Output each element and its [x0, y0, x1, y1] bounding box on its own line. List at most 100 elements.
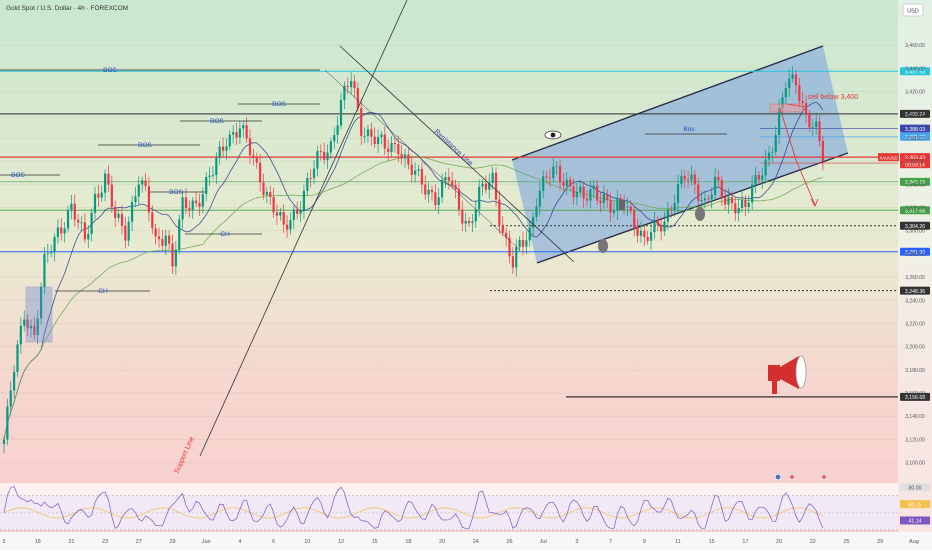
- ascending-channel[interactable]: [511, 45, 849, 264]
- candle-body: [43, 254, 46, 287]
- y-tick-label: 3,240.00: [905, 298, 925, 304]
- time-axis[interactable]: 5 18 21 23 27 29 Jun 4 6 10 12 15 18 20 24 26 Jul 3 7 9 11 15…: [0, 532, 932, 550]
- structure-label: BOS: [272, 101, 286, 108]
- structure-mark-1[interactable]: BOS: [238, 100, 320, 108]
- candle-111: [376, 129, 380, 153]
- candle-132: [447, 168, 450, 190]
- candle-190: [643, 225, 646, 247]
- candle-45: [154, 223, 157, 245]
- candle-body: [285, 224, 289, 230]
- candle-body: [660, 224, 663, 232]
- candle-body: [6, 406, 9, 440]
- x-tick-label: 20: [776, 539, 782, 545]
- rsi-tag-0[interactable]: 80.00: [900, 483, 930, 491]
- price-tag-1[interactable]: 3,400.74: [900, 109, 930, 118]
- structure-mark-3[interactable]: BOS: [98, 141, 200, 149]
- candle-body: [663, 221, 666, 232]
- candle-body: [225, 146, 228, 151]
- candle-75: [255, 152, 258, 169]
- candle-body: [269, 192, 272, 198]
- channel-upper-line[interactable]: [511, 45, 824, 161]
- structure-mark-6[interactable]: CH: [185, 230, 262, 238]
- candle-206: [697, 177, 700, 206]
- resistance-trendline[interactable]: [339, 45, 575, 263]
- price-tag-8[interactable]: 3,304.26: [900, 221, 930, 230]
- candle-body: [592, 185, 595, 190]
- structure-mark-5[interactable]: BOS: [150, 188, 205, 196]
- candle-body: [50, 252, 53, 254]
- structure-mark-7[interactable]: CH: [55, 287, 150, 295]
- candle-body: [612, 210, 616, 213]
- candle-body: [400, 154, 403, 159]
- candle-115: [390, 136, 393, 157]
- candle-48: [164, 229, 167, 256]
- candle-54: [184, 188, 188, 215]
- candle-81: [275, 204, 279, 225]
- structure-mark-8[interactable]: Bos: [645, 125, 727, 135]
- price-tag-0[interactable]: 3,437.53: [900, 67, 930, 75]
- candle-body: [252, 155, 255, 158]
- candle-body: [656, 220, 659, 225]
- y-tick-label: 3,420.00: [905, 90, 925, 96]
- candle-body: [70, 203, 73, 211]
- candle-body: [535, 206, 538, 218]
- sell-zone[interactable]: [769, 103, 804, 113]
- candle-body: [208, 175, 211, 177]
- x-tick-label: 27: [136, 539, 142, 545]
- candle-body: [788, 78, 791, 89]
- price-tag-3[interactable]: 3,381.02: [900, 132, 930, 141]
- candle-body: [259, 162, 262, 183]
- candle-95: [323, 142, 326, 165]
- x-tick-label: 15: [709, 539, 715, 545]
- channel-fill[interactable]: [512, 46, 848, 263]
- y-tick-label: 3,320.00: [905, 206, 925, 212]
- price-tag-6[interactable]: 3,342.15: [900, 177, 930, 186]
- candle-body: [319, 151, 322, 152]
- rsi-pane[interactable]: 80.00 60.25 41.14: [0, 483, 930, 531]
- candle-body: [353, 81, 356, 89]
- candle-body: [127, 221, 130, 241]
- candle-body: [137, 184, 140, 197]
- rsi-tag-1[interactable]: 60.25: [900, 500, 930, 508]
- rsi-tag-2[interactable]: 41.14: [900, 516, 930, 525]
- structure-mark-0[interactable]: BOS: [0, 66, 320, 74]
- candle-205: [693, 169, 696, 194]
- event-flag-icon-1[interactable]: [787, 472, 797, 482]
- channel-lower-line[interactable]: [536, 152, 849, 264]
- price-axis[interactable]: 3,460.00 3,440.00 3,420.00 3,400.00 3,380.00…: [905, 43, 925, 466]
- sell-note-pointer: [786, 103, 807, 108]
- candle-106: [360, 98, 363, 145]
- chart-drawings[interactable]: [25, 0, 829, 482]
- eye-icon: [544, 130, 562, 140]
- currency-button[interactable]: USD: [902, 3, 924, 17]
- resistance-parallel[interactable]: [324, 69, 521, 251]
- candle-60: [205, 172, 208, 202]
- candle-42: [144, 172, 147, 192]
- y-tick-label: 3,160.00: [905, 391, 925, 397]
- x-tick-label: 9: [643, 539, 646, 545]
- candle-body: [508, 237, 511, 257]
- price-scale-background[interactable]: [898, 0, 932, 550]
- price-tag-7[interactable]: 3,317.68: [900, 206, 930, 214]
- candle-body: [23, 319, 26, 326]
- horizontal-levels[interactable]: 3,437.53 3,400.74 3,388.03 3,381.02 3,363.43…: [0, 67, 930, 401]
- candle-body: [798, 85, 801, 102]
- candle-body: [360, 107, 363, 136]
- candle-34: [117, 208, 120, 223]
- structure-mark-2[interactable]: BOS: [180, 117, 262, 125]
- candle-body: [778, 108, 781, 136]
- candle-57: [194, 192, 198, 207]
- candle-191: [646, 230, 649, 245]
- structure-mark-4[interactable]: BOS: [0, 171, 60, 179]
- price-tag-9[interactable]: 3,281.90: [900, 247, 930, 256]
- demand-box[interactable]: [25, 286, 53, 343]
- current-price-tag[interactable]: XAUUSD 00:03:14: [878, 153, 930, 168]
- price-tag-10[interactable]: 3,248.36: [900, 286, 930, 295]
- price-tag-11[interactable]: 3,156.68: [900, 392, 930, 401]
- x-tick-label: 17: [742, 539, 748, 545]
- event-flag-icon-2[interactable]: [819, 472, 829, 482]
- price-tag-2[interactable]: 3,388.03: [900, 124, 930, 133]
- event-flag-icon-0[interactable]: [773, 472, 783, 482]
